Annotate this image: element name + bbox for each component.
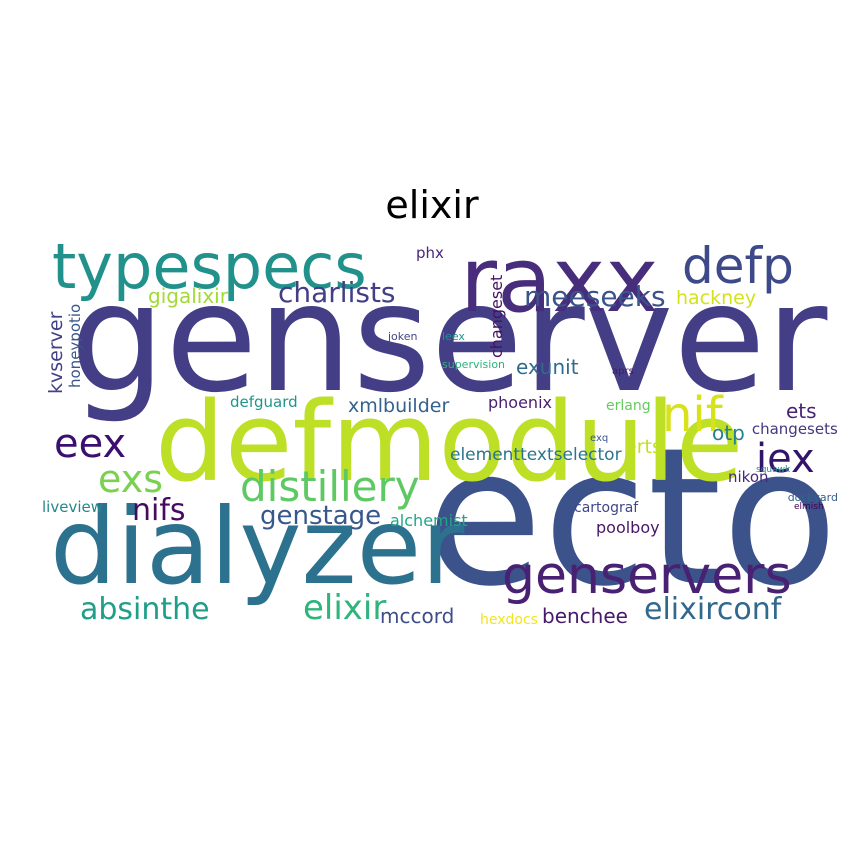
cloud-word: hexdocs (480, 612, 538, 628)
cloud-word: genservers (502, 546, 792, 606)
cloud-word: elixir (303, 588, 386, 628)
cloud-word: ets (786, 399, 817, 423)
cloud-word: absinthe (80, 592, 210, 627)
cloud-word: dockyard (788, 491, 838, 504)
cloud-word: eex (54, 421, 126, 467)
cloud-word: elixirconf (644, 592, 783, 627)
cloud-word: honeypotio (66, 304, 84, 388)
cloud-word: nifs (132, 493, 186, 528)
cloud-word: erts (625, 436, 662, 458)
cloud-word: exs (98, 457, 163, 501)
cloud-word: genstage (260, 501, 381, 531)
cloud-word: nif (662, 387, 724, 443)
cloud-word: elementtextselector (450, 445, 622, 465)
cloud-word: phoenix (488, 393, 552, 412)
cloud-word: kvserver (45, 311, 67, 394)
cloud-word: otp (712, 421, 745, 445)
cloud-word: gigalixir (148, 284, 229, 308)
cloud-word: nikon (728, 468, 769, 486)
cloud-word: dialyzer (50, 486, 465, 608)
cloud-word: joken (387, 330, 418, 343)
cloud-word: changesets (752, 420, 838, 438)
cloud-word: meeseeks (524, 280, 666, 313)
cloud-word: supervision (442, 358, 505, 371)
cloud-word: phx (416, 244, 444, 262)
cloud-word: benchee (542, 604, 628, 628)
cloud-word: distillery (240, 462, 420, 511)
cloud-word: mccord (380, 604, 454, 628)
word-cloud: genserver ecto defmodule dialyzer raxx typesp… (40, 228, 840, 628)
cloud-word: defp (682, 237, 794, 295)
cloud-word: iex (756, 436, 815, 482)
cloud-word: raxx (460, 228, 659, 333)
cloud-word: alchemist (390, 511, 468, 530)
cloud-word: defguard (230, 393, 298, 411)
cloud-word: changeset (487, 275, 506, 358)
cloud-word: genserver (70, 252, 828, 426)
cloud-word: defmodule (155, 378, 743, 506)
cloud-word: hackney (676, 287, 756, 309)
cloud-word: erlang (606, 398, 651, 414)
cloud-word: exq (590, 433, 608, 444)
cloud-word: charlists (278, 276, 396, 309)
cloud-word: xmlbuilder (348, 395, 449, 417)
cloud-word: liveview (42, 498, 103, 516)
cloud-word: ecto (426, 407, 838, 628)
cloud-word: cartograf (574, 500, 639, 516)
cloud-word: aprs (612, 366, 634, 377)
cloud-word: squawk (756, 465, 791, 475)
cloud-word: leex (442, 330, 465, 343)
cloud-word: typespecs (52, 230, 367, 303)
cloud-word: poolboy (596, 518, 660, 537)
cloud-word: elmish (794, 502, 824, 512)
cloud-word: exunit (516, 355, 579, 379)
chart-title: elixir (385, 183, 479, 227)
